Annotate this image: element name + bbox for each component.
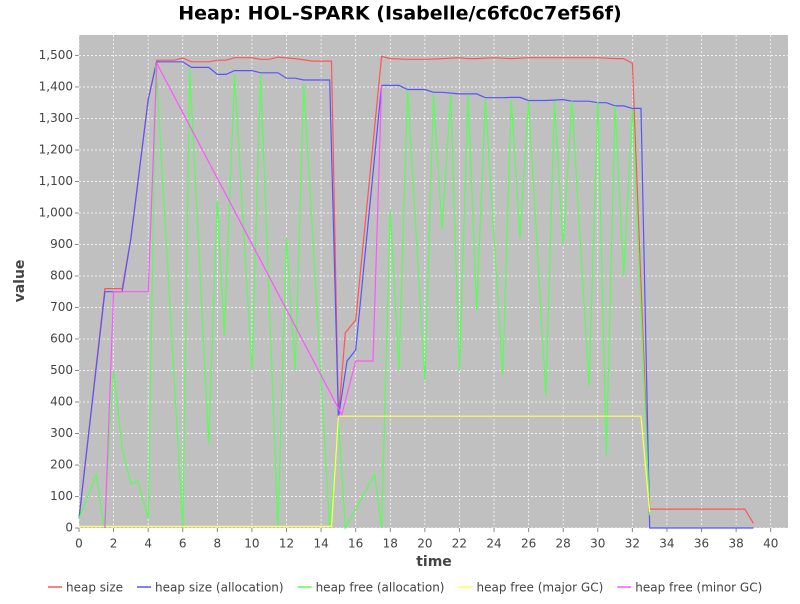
y-tick-label: 0 (65, 521, 73, 535)
x-tick-label: 16 (348, 537, 363, 551)
x-axis-label: time (416, 554, 452, 570)
x-tick-label: 0 (75, 537, 83, 551)
y-tick-label: 400 (50, 394, 73, 408)
y-tick-label: 500 (50, 363, 73, 377)
y-tick-label: 700 (50, 300, 73, 314)
legend-label: heap size (66, 581, 123, 595)
x-tick-label: 30 (590, 537, 605, 551)
x-tick-label: 12 (279, 537, 294, 551)
x-tick-label: 34 (659, 537, 674, 551)
y-tick-label: 300 (50, 426, 73, 440)
legend-label: heap free (major GC) (477, 581, 604, 595)
x-tick-label: 24 (486, 537, 501, 551)
legend-label: heap free (minor GC) (635, 581, 762, 595)
series-line (104, 61, 383, 529)
x-tick-label: 22 (452, 537, 467, 551)
x-tick-label: 32 (625, 537, 640, 551)
x-tick-label: 4 (144, 537, 152, 551)
series-line (79, 415, 651, 527)
y-tick-label: 1,400 (39, 79, 73, 93)
x-tick-label: 26 (521, 537, 536, 551)
y-tick-label: 1,000 (39, 205, 73, 219)
legend-label: heap size (allocation) (155, 581, 284, 595)
y-tick-label: 1,300 (39, 111, 73, 125)
x-tick-label: 20 (417, 537, 432, 551)
legend-label: heap free (allocation) (316, 581, 445, 595)
x-tick-label: 8 (214, 537, 222, 551)
y-tick-label: 1,200 (39, 142, 73, 156)
x-tick-label: 38 (728, 537, 743, 551)
x-tick-label: 6 (179, 537, 187, 551)
x-tick-label: 36 (694, 537, 709, 551)
chart-title: Heap: HOL-SPARK (Isabelle/c6fc0c7ef56f) (178, 3, 622, 25)
y-tick-label: 200 (50, 457, 73, 471)
series-line (78, 64, 651, 531)
y-tick-label: 800 (50, 268, 73, 282)
y-tick-label: 100 (50, 489, 73, 503)
y-tick-label: 900 (50, 237, 73, 251)
x-tick-label: 40 (763, 537, 778, 551)
x-tick-label: 2 (110, 537, 118, 551)
x-tick-label: 18 (383, 537, 398, 551)
y-axis-label: value (12, 260, 28, 303)
x-tick-label: 28 (556, 537, 571, 551)
x-tick-label: 10 (244, 537, 259, 551)
y-tick-label: 1,100 (39, 174, 73, 188)
x-tick-label: 14 (313, 537, 328, 551)
plot-area (79, 35, 788, 528)
y-tick-label: 600 (50, 331, 73, 345)
series-line (78, 61, 754, 529)
y-tick-label: 1,500 (39, 48, 73, 62)
